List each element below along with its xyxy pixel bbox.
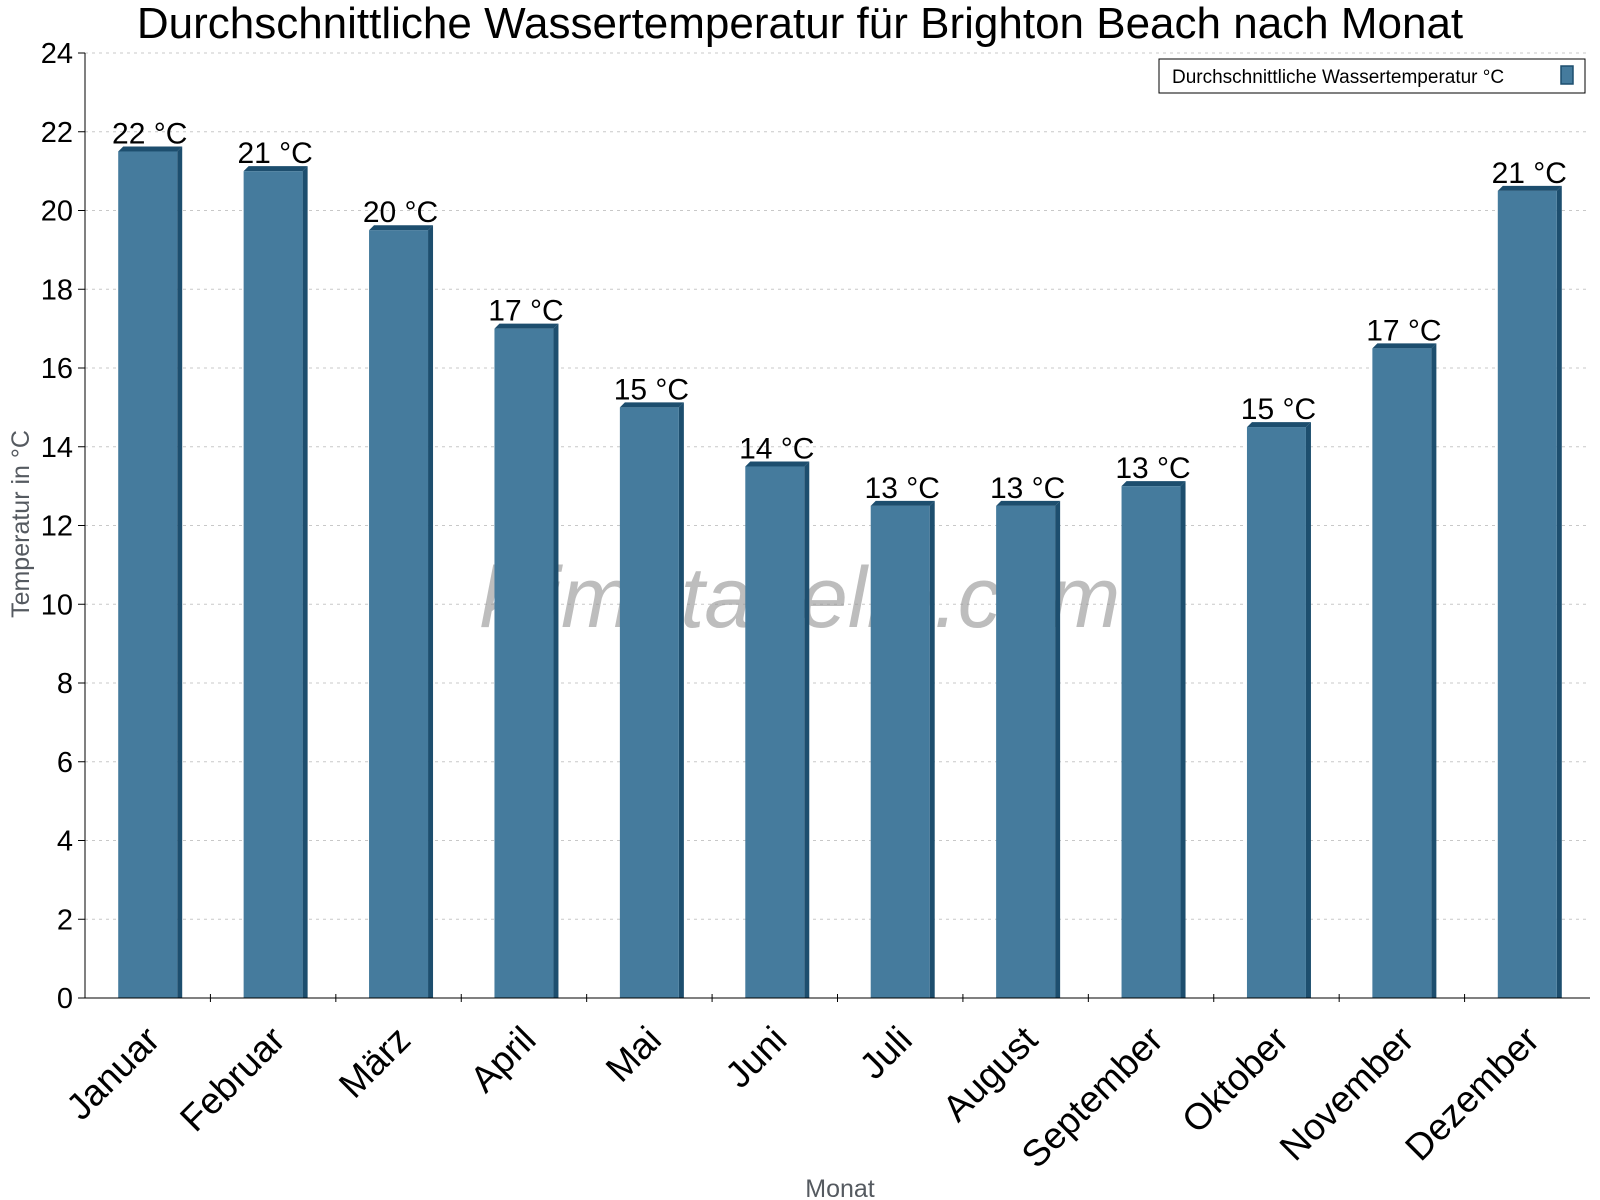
- bar-side: [1305, 422, 1311, 998]
- bar-front: [118, 151, 178, 998]
- bar-front: [243, 171, 303, 998]
- bar-side: [553, 323, 559, 998]
- bar-side: [428, 225, 434, 998]
- y-tick-label: 8: [57, 668, 73, 700]
- bar-side: [1431, 343, 1437, 998]
- x-tick-label: März: [331, 1019, 418, 1106]
- bar-februar: [243, 166, 308, 998]
- y-tick-label: 18: [41, 274, 73, 306]
- bar-top: [870, 500, 935, 506]
- bar-top: [1372, 343, 1437, 349]
- data-label: 13 °C: [990, 472, 1065, 505]
- data-label: 14 °C: [739, 432, 814, 465]
- bar-front: [1121, 486, 1181, 998]
- bar-side: [302, 166, 308, 998]
- x-tick-label: Dezember: [1397, 1019, 1547, 1169]
- bar-märz: [369, 225, 434, 998]
- y-tick-label: 6: [57, 747, 73, 779]
- x-tick-label: April: [462, 1019, 543, 1100]
- bar-april: [494, 323, 559, 998]
- bar-top: [494, 323, 559, 329]
- data-label: 13 °C: [865, 472, 940, 505]
- x-tick-label: Februar: [172, 1019, 293, 1140]
- bar-side: [678, 402, 684, 998]
- x-tick-label: Juni: [717, 1019, 794, 1096]
- bar-side: [804, 461, 810, 998]
- chart-title: Durchschnittliche Wassertemperatur für B…: [137, 0, 1463, 48]
- data-labels: 22 °C 21 °C 20 °C 17 °C 15 °C 14 °C 13 °C 13 °C…: [112, 117, 1567, 504]
- bar-dezember: [1497, 185, 1562, 998]
- y-tick-label: 22: [41, 117, 73, 149]
- bar-august: [996, 500, 1061, 998]
- bar-front: [996, 505, 1056, 998]
- bar-top: [1246, 422, 1311, 428]
- bar-front: [1372, 348, 1432, 998]
- bar-top: [243, 166, 308, 172]
- data-label: 20 °C: [363, 196, 438, 229]
- y-tick-label: 2: [57, 904, 73, 936]
- bar-januar: [118, 146, 183, 998]
- y-tick-label: 0: [57, 983, 73, 1015]
- y-tick-label: 12: [41, 511, 73, 543]
- data-label: 15 °C: [614, 373, 689, 406]
- bar-front: [619, 407, 679, 998]
- bar-series: [118, 146, 1562, 998]
- data-label: 17 °C: [1366, 314, 1441, 347]
- bar-mai: [619, 402, 684, 998]
- bar-front: [1497, 190, 1557, 998]
- bar-side: [929, 500, 935, 998]
- bar-side: [177, 146, 183, 998]
- data-label: 22 °C: [112, 117, 187, 150]
- legend-label: Durchschnittliche Wassertemperatur °C: [1172, 67, 1504, 88]
- bar-november: [1372, 343, 1437, 998]
- grid-lines: [85, 52, 1590, 920]
- data-label: 13 °C: [1115, 452, 1190, 485]
- x-tick-label: November: [1272, 1019, 1422, 1169]
- bar-top: [619, 402, 684, 408]
- legend-swatch: [1560, 65, 1574, 85]
- bar-juli: [870, 500, 935, 998]
- bar-top: [745, 461, 810, 467]
- bar-oktober: [1246, 422, 1311, 998]
- x-axis-title: Monat: [805, 1175, 875, 1200]
- bar-front: [745, 466, 805, 998]
- y-tick-label: 24: [41, 38, 73, 70]
- bar-side: [1055, 500, 1061, 998]
- bar-front: [870, 505, 930, 998]
- bar-top: [996, 500, 1061, 506]
- x-tick-label: Oktober: [1174, 1019, 1296, 1141]
- bar-front: [494, 328, 554, 998]
- data-label: 21 °C: [237, 137, 312, 170]
- bar-juni: [745, 461, 810, 998]
- y-tick-label: 10: [41, 589, 73, 621]
- y-tick-label: 14: [41, 432, 73, 464]
- x-tick-label: Mai: [598, 1019, 669, 1090]
- y-tick-label: 20: [41, 196, 73, 228]
- bar-top: [1497, 185, 1562, 191]
- data-label: 17 °C: [488, 295, 563, 328]
- legend-box: [1158, 58, 1586, 94]
- x-tick-label: Juli: [852, 1019, 920, 1087]
- y-tick-label: 4: [57, 826, 73, 858]
- y-tick-label: 16: [41, 353, 73, 385]
- x-tick-label: Januar: [58, 1019, 167, 1128]
- data-label: 21 °C: [1492, 157, 1567, 190]
- bar-front: [369, 230, 429, 998]
- bar-top: [369, 225, 434, 231]
- legend: Durchschnittliche Wassertemperatur °C: [1158, 58, 1586, 94]
- bar-side: [1556, 185, 1562, 998]
- bar-top: [118, 146, 183, 152]
- bar-side: [1180, 481, 1186, 998]
- bar-september: [1121, 481, 1186, 998]
- bar-front: [1246, 427, 1306, 998]
- data-label: 15 °C: [1241, 393, 1316, 426]
- y-axis-title: Temperatur in °C: [7, 430, 35, 618]
- bar-top: [1121, 481, 1186, 487]
- x-tick-label: August: [935, 1018, 1046, 1129]
